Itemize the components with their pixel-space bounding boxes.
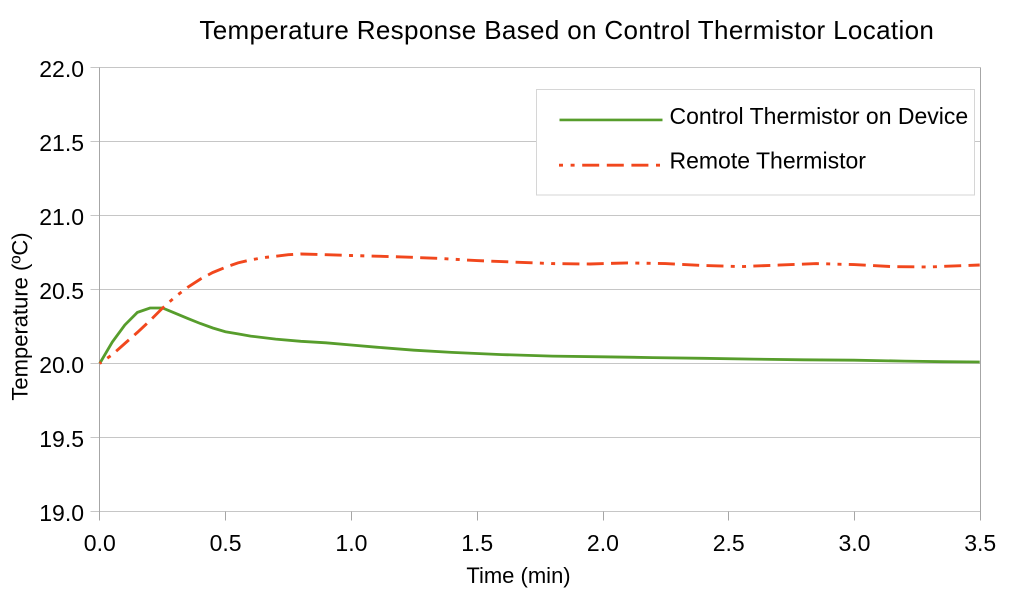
- svg-text:Time (min): Time (min): [466, 563, 570, 588]
- svg-text:21.0: 21.0: [39, 204, 84, 230]
- svg-text:2.5: 2.5: [713, 530, 745, 556]
- svg-text:22.0: 22.0: [39, 56, 84, 82]
- svg-text:1.5: 1.5: [461, 530, 493, 556]
- svg-text:20.0: 20.0: [39, 352, 84, 378]
- svg-text:19.0: 19.0: [39, 500, 84, 526]
- svg-text:Remote Thermistor: Remote Thermistor: [670, 147, 867, 173]
- svg-text:Temperature (ºC): Temperature (ºC): [8, 232, 33, 400]
- svg-text:19.5: 19.5: [39, 426, 84, 452]
- svg-text:2.0: 2.0: [587, 530, 619, 556]
- svg-text:3.5: 3.5: [964, 530, 996, 556]
- svg-text:20.5: 20.5: [39, 278, 84, 304]
- svg-text:Temperature Response Based on: Temperature Response Based on Control Th…: [199, 15, 934, 45]
- svg-text:21.5: 21.5: [39, 130, 84, 156]
- svg-text:0.5: 0.5: [210, 530, 242, 556]
- svg-text:0.0: 0.0: [84, 530, 116, 556]
- svg-text:Control Thermistor on Device: Control Thermistor on Device: [670, 103, 969, 129]
- svg-text:1.0: 1.0: [335, 530, 367, 556]
- svg-text:3.0: 3.0: [839, 530, 871, 556]
